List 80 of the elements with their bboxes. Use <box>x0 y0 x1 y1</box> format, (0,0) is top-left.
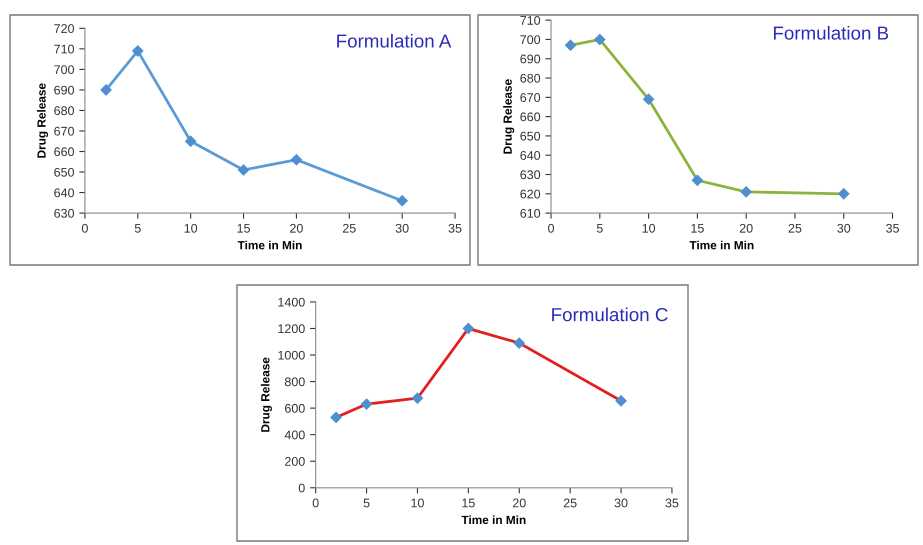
x-tick-label: 15 <box>462 498 475 508</box>
x-tick-label: 20 <box>290 224 303 233</box>
chart-title: Formulation A <box>337 34 452 48</box>
point <box>238 164 250 176</box>
y-tick-label: 720 <box>54 24 74 33</box>
point <box>290 154 302 166</box>
y-tick-label: 700 <box>520 35 540 44</box>
x-tick-label: 35 <box>665 498 678 508</box>
y-tick-label: 660 <box>520 112 540 122</box>
point <box>594 34 606 46</box>
x-tick-label: 30 <box>396 224 409 233</box>
x-axis-title: Time in Min <box>690 240 754 250</box>
point <box>564 40 576 51</box>
point <box>396 195 408 206</box>
x-tick-label: 5 <box>364 498 370 508</box>
point <box>838 188 850 200</box>
y-tick-label: 700 <box>54 65 74 74</box>
y-tick-label: 1200 <box>278 324 305 334</box>
y-axis-title: Drug Release <box>37 83 48 158</box>
y-tick-label: 640 <box>54 188 74 198</box>
y-tick-label: 630 <box>54 208 74 218</box>
y-tick-label: 1000 <box>278 350 305 360</box>
x-tick-label: 35 <box>886 224 899 233</box>
y-tick-label: 200 <box>285 457 305 466</box>
y-tick-label: 670 <box>520 93 540 102</box>
chart-title: Formulation C <box>552 308 668 322</box>
x-tick-label: 20 <box>740 224 753 233</box>
x-tick-label: 25 <box>788 224 802 233</box>
x-tick-label: 10 <box>642 224 656 233</box>
y-axis-title: Drug Release <box>503 79 514 154</box>
point <box>514 337 525 349</box>
point <box>740 186 752 198</box>
chart-title: Formulation B <box>774 26 888 40</box>
point <box>692 174 703 186</box>
y-tick-label: 680 <box>520 74 540 83</box>
x-tick-label: 0 <box>82 224 88 233</box>
point <box>360 398 372 410</box>
point <box>132 45 144 57</box>
x-tick-label: 5 <box>134 224 141 233</box>
y-tick-label: 600 <box>285 404 305 413</box>
x-tick-label: 35 <box>448 224 462 233</box>
y-tick-label: 710 <box>520 16 540 25</box>
y-tick-label: 800 <box>284 377 305 386</box>
point <box>100 84 112 96</box>
point <box>330 412 342 424</box>
y-tick-label: 690 <box>54 86 74 95</box>
point <box>643 94 654 105</box>
x-tick-label: 15 <box>238 224 250 233</box>
y-axis-title: Drug Release <box>260 358 272 432</box>
x-tick-label: 5 <box>596 224 603 233</box>
point <box>185 136 196 147</box>
point <box>412 392 424 404</box>
x-axis-title: Time in Min <box>238 240 302 250</box>
y-tick-label: 0 <box>298 484 305 492</box>
y-tick-label: 710 <box>54 44 74 54</box>
y-tick-label: 610 <box>520 208 540 218</box>
y-tick-label: 670 <box>54 126 74 136</box>
x-tick-label: 10 <box>184 224 198 233</box>
x-tick-label: 15 <box>691 224 704 233</box>
y-tick-label: 650 <box>54 168 74 177</box>
x-tick-label: 25 <box>342 224 356 233</box>
y-tick-label: 620 <box>520 190 540 198</box>
y-tick-label: 630 <box>520 170 540 180</box>
x-tick-label: 0 <box>312 498 319 508</box>
y-tick-label: 660 <box>54 147 74 156</box>
y-tick-label: 680 <box>54 106 74 116</box>
x-tick-label: 30 <box>614 498 628 508</box>
point <box>615 395 627 406</box>
y-tick-label: 400 <box>284 430 305 440</box>
x-axis-title: Time in Min <box>462 515 526 524</box>
y-tick-label: 640 <box>520 151 540 160</box>
x-tick-label: 0 <box>548 224 554 233</box>
y-tick-label: 1400 <box>278 298 305 307</box>
y-tick-label: 690 <box>520 54 540 64</box>
y-tick-label: 650 <box>520 132 540 141</box>
x-tick-label: 30 <box>837 224 850 233</box>
point <box>462 322 474 334</box>
x-tick-label: 20 <box>512 498 526 508</box>
x-tick-label: 25 <box>564 498 577 508</box>
x-tick-label: 10 <box>411 498 424 508</box>
